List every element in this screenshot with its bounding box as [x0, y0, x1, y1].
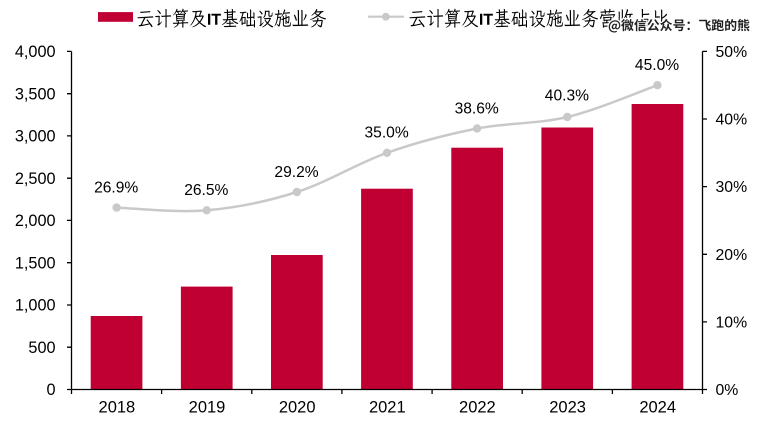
svg-text:2020: 2020	[279, 399, 316, 417]
svg-text:35.0%: 35.0%	[364, 125, 408, 142]
svg-text:3,000: 3,000	[15, 128, 56, 146]
svg-text:0: 0	[47, 381, 56, 399]
svg-text:50%: 50%	[716, 44, 748, 61]
svg-text:2024: 2024	[639, 399, 676, 417]
svg-text:2022: 2022	[459, 399, 496, 417]
svg-text:4,000: 4,000	[15, 43, 56, 61]
svg-text:2,500: 2,500	[15, 170, 56, 188]
svg-text:0%: 0%	[716, 382, 739, 399]
svg-text:38.6%: 38.6%	[455, 100, 499, 117]
svg-text:29.2%: 29.2%	[274, 164, 318, 181]
svg-text:2019: 2019	[189, 399, 226, 417]
svg-text:30%: 30%	[716, 179, 748, 196]
svg-text:2018: 2018	[99, 399, 136, 417]
svg-text:1,000: 1,000	[15, 297, 56, 315]
svg-text:2,000: 2,000	[15, 212, 56, 230]
svg-text:26.9%: 26.9%	[94, 179, 138, 196]
svg-text:45.0%: 45.0%	[635, 57, 679, 74]
svg-text:10%: 10%	[716, 314, 748, 331]
svg-text:500: 500	[28, 339, 55, 357]
svg-text:26.5%: 26.5%	[184, 182, 228, 199]
svg-text:1,500: 1,500	[15, 254, 56, 272]
svg-text:40%: 40%	[716, 112, 748, 129]
svg-text:3,500: 3,500	[15, 85, 56, 103]
svg-text:40.3%: 40.3%	[545, 88, 589, 105]
svg-text:20%: 20%	[716, 247, 748, 264]
svg-text:2021: 2021	[369, 399, 406, 417]
svg-text:2023: 2023	[549, 399, 586, 417]
